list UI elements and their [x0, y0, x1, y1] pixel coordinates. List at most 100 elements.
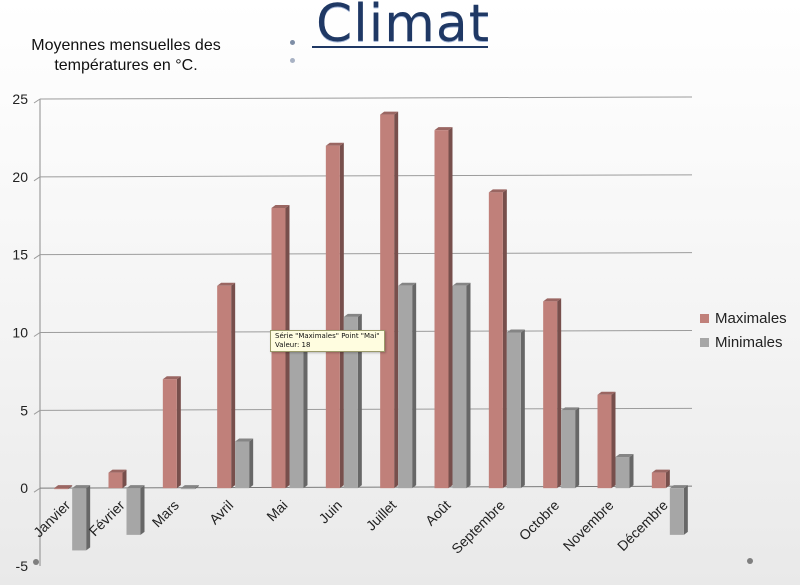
bar-top-maximales	[108, 469, 127, 473]
legend-swatch-minimales	[700, 337, 709, 347]
bar-top-minimales	[235, 438, 254, 442]
bar-side-maximales	[448, 127, 453, 489]
slide-corner-dot	[747, 558, 753, 564]
bar-top-maximales	[434, 127, 453, 131]
legend-label-maximales: Maximales	[715, 309, 787, 327]
bar-side-maximales	[502, 189, 507, 489]
bar-minimales	[235, 441, 250, 489]
bar-maximales	[54, 488, 69, 490]
bar-top-maximales	[271, 204, 290, 208]
gridline	[39, 174, 693, 178]
bar-minimales	[180, 488, 195, 490]
bar-side-minimales	[357, 313, 362, 489]
bar-maximales	[217, 285, 232, 489]
gridline	[39, 96, 693, 100]
bar-maximales	[325, 145, 340, 489]
bar-maximales	[434, 130, 449, 489]
y-tick-label: 15	[12, 247, 28, 263]
tooltip-value-line: Valeur: 18	[275, 341, 311, 349]
x-tick-label: Mai	[263, 497, 290, 524]
bar-top-maximales	[543, 298, 562, 302]
chart-legend: Maximales Minimales	[700, 306, 787, 354]
slide-title: Climat	[316, 0, 491, 54]
bar-side-maximales	[339, 142, 344, 489]
bar-top-maximales	[162, 376, 181, 380]
bar-minimales	[343, 316, 358, 489]
bar-top-minimales	[615, 454, 634, 458]
bar-side-minimales	[575, 407, 580, 489]
bar-minimales	[452, 285, 467, 489]
y-tick-label: 20	[12, 169, 28, 185]
bar-top-maximales	[597, 391, 616, 395]
bar-side-maximales	[394, 111, 399, 489]
x-tick-label: Mars	[149, 497, 182, 530]
bar-maximales	[543, 301, 558, 489]
gridline	[39, 485, 693, 489]
bar-top-minimales	[452, 282, 471, 286]
gridline-wall-edge	[33, 176, 41, 182]
bar-minimales	[72, 488, 87, 551]
legend-item-maximales: Maximales	[700, 306, 787, 330]
bar-top-minimales	[561, 407, 580, 411]
x-tick-label: Décembre	[614, 497, 671, 554]
bar-maximales	[108, 472, 123, 489]
legend-swatch-maximales	[700, 313, 709, 323]
title-underline	[312, 46, 488, 48]
bar-minimales	[615, 457, 630, 489]
title-bullet-dot	[290, 58, 295, 63]
bar-top-maximales	[217, 282, 236, 286]
bar-side-minimales	[683, 485, 688, 535]
bar-top-minimales	[126, 485, 145, 489]
gridline-wall-edge	[33, 254, 41, 260]
bar-maximales	[597, 394, 612, 489]
x-tick-label: Septembre	[448, 497, 508, 557]
bar-top-maximales	[651, 469, 670, 473]
y-tick-label: 25	[12, 91, 28, 107]
y-tick-label: 0	[20, 480, 28, 496]
bar-minimales	[126, 488, 141, 535]
bar-maximales	[488, 192, 503, 489]
bar-top-maximales	[380, 111, 399, 115]
bar-top-maximales	[488, 189, 507, 193]
bar-top-maximales	[325, 142, 344, 146]
bar-side-minimales	[520, 329, 525, 489]
bar-top-maximales	[54, 485, 73, 489]
bar-top-minimales	[398, 282, 417, 286]
x-tick-label: Août	[422, 497, 454, 529]
bar-side-maximales	[665, 469, 670, 489]
bar-minimales	[289, 348, 304, 489]
bar-top-minimales	[506, 329, 525, 333]
bar-top-minimales	[343, 313, 362, 317]
bar-maximales	[162, 379, 177, 489]
slide-corner-dot	[33, 559, 39, 565]
bar-side-maximales	[557, 298, 562, 489]
gridline-wall-edge	[33, 332, 41, 337]
bar-side-maximales	[176, 376, 181, 489]
bar-side-minimales	[86, 485, 91, 551]
bar-side-minimales	[629, 454, 634, 489]
gridline-wall-edge	[33, 409, 41, 415]
bar-top-minimales	[669, 485, 688, 489]
bar-top-minimales	[72, 485, 91, 489]
bar-top-minimales	[180, 485, 199, 489]
x-tick-label: Janvier	[30, 497, 73, 540]
y-tick-label: -5	[16, 558, 29, 574]
x-tick-label: Novembre	[560, 497, 617, 554]
bar-side-minimales	[466, 282, 471, 489]
bar-side-maximales	[611, 391, 616, 489]
x-tick-label: Février	[86, 497, 128, 539]
bar-minimales	[669, 488, 684, 535]
bar-minimales	[506, 332, 521, 489]
bar-minimales	[398, 285, 413, 489]
bar-side-minimales	[194, 485, 199, 490]
title-bullet-dot	[290, 40, 295, 45]
bar-maximales	[380, 114, 395, 489]
bar-side-minimales	[303, 345, 308, 489]
bar-side-maximales	[122, 469, 127, 489]
gridline-wall-edge	[33, 487, 41, 493]
bar-minimales	[561, 410, 576, 489]
gridline	[39, 252, 693, 256]
y-tick-label: 5	[20, 402, 28, 418]
x-tick-label: Juillet	[363, 497, 400, 534]
